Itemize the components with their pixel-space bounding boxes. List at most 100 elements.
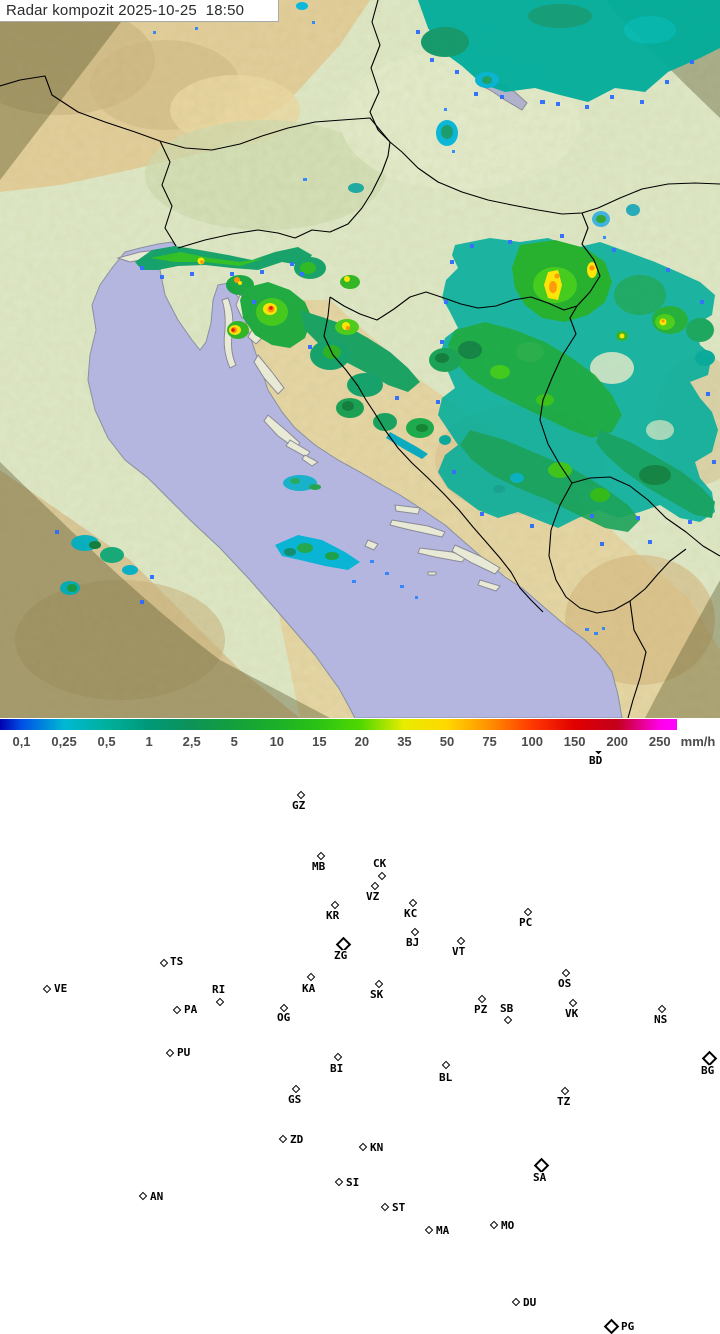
station-diamond-icon bbox=[316, 851, 326, 861]
station-label: KA bbox=[302, 982, 316, 995]
station-label: BG bbox=[701, 1064, 715, 1077]
station-label: KR bbox=[326, 909, 340, 922]
station-diamond-icon bbox=[278, 1134, 288, 1144]
station-diamond-icon bbox=[561, 968, 571, 978]
station-diamond-icon bbox=[441, 1060, 451, 1070]
islands bbox=[116, 249, 501, 592]
station-diamond-icon bbox=[215, 997, 225, 1007]
station-label: AN bbox=[150, 1190, 164, 1203]
station-diamond-icon bbox=[334, 1177, 344, 1187]
legend-value: 100 bbox=[521, 734, 543, 749]
legend-unit: mm/h bbox=[680, 734, 716, 749]
station-label: VE bbox=[54, 982, 68, 995]
legend-value: 250 bbox=[648, 734, 671, 749]
station-label: CK bbox=[373, 857, 387, 870]
adriatic-sea bbox=[87, 241, 623, 718]
station-label: MB bbox=[312, 860, 326, 873]
station-diamond-icon bbox=[335, 936, 352, 953]
station-diamond-icon bbox=[568, 998, 578, 1008]
station-label: SK bbox=[370, 988, 384, 1001]
station-label: BL bbox=[439, 1071, 453, 1084]
legend-value: 150 bbox=[563, 734, 586, 749]
station-label: VT bbox=[452, 945, 466, 958]
station-label: PA bbox=[184, 1003, 198, 1016]
legend-value: 0,1 bbox=[12, 734, 31, 749]
legend-value: 50 bbox=[439, 734, 455, 749]
station-label: PU bbox=[177, 1046, 191, 1059]
station-diamond-icon bbox=[456, 936, 466, 946]
legend-value: 0,25 bbox=[51, 734, 77, 749]
legend-value: 0,5 bbox=[97, 734, 116, 749]
station-label: TZ bbox=[557, 1095, 571, 1108]
station-diamond-icon bbox=[533, 1157, 550, 1174]
station-label: KN bbox=[370, 1141, 384, 1154]
station-label: DU bbox=[523, 1296, 537, 1309]
legend-value: 75 bbox=[482, 734, 497, 749]
station-diamond-icon bbox=[523, 907, 533, 917]
station-label: TS bbox=[170, 955, 184, 968]
station-label: VZ bbox=[366, 890, 380, 903]
station-label: OS bbox=[558, 977, 572, 990]
station-diamond-icon bbox=[374, 979, 384, 989]
station-diamond-icon bbox=[370, 881, 380, 891]
station-diamond-icon bbox=[333, 1052, 343, 1062]
station-label: VK bbox=[565, 1007, 579, 1020]
legend-value: 15 bbox=[312, 734, 327, 749]
station-label: PZ bbox=[474, 1003, 488, 1016]
station-label: MO bbox=[501, 1219, 515, 1232]
legend-gradient-bar bbox=[0, 719, 677, 730]
station-diamond-icon bbox=[408, 898, 418, 908]
station-diamond-icon bbox=[330, 900, 340, 910]
station-label: OG bbox=[277, 1011, 291, 1024]
legend-value: 35 bbox=[397, 734, 412, 749]
station-diamond-icon bbox=[477, 994, 487, 1004]
station-label: PG bbox=[621, 1320, 635, 1333]
station-label: NS bbox=[654, 1013, 668, 1026]
legend-value: 5 bbox=[230, 734, 238, 749]
station-diamond-icon bbox=[503, 1015, 513, 1025]
station-diamond-icon bbox=[511, 1297, 521, 1307]
station-diamond-icon bbox=[410, 927, 420, 937]
station-label: BD bbox=[589, 754, 603, 767]
station-label: MA bbox=[436, 1224, 450, 1237]
station-diamond-icon bbox=[42, 984, 52, 994]
station-diamond-icon bbox=[560, 1086, 570, 1096]
country-borders bbox=[0, 0, 720, 718]
legend-value: 2,5 bbox=[182, 734, 201, 749]
station-diamond-icon bbox=[138, 1191, 148, 1201]
legend-value: 10 bbox=[269, 734, 285, 749]
legend-value: 1 bbox=[145, 734, 153, 749]
station-diamond-icon bbox=[159, 958, 169, 968]
station-diamond-icon bbox=[603, 1318, 620, 1334]
station-label: SI bbox=[346, 1176, 360, 1189]
station-diamond-icon bbox=[296, 790, 306, 800]
station-diamond-icon bbox=[306, 972, 316, 982]
station-diamond-icon bbox=[424, 1225, 434, 1235]
station-diamond-icon bbox=[172, 1005, 182, 1015]
station-label: BI bbox=[330, 1062, 344, 1075]
station-label: PC bbox=[519, 916, 533, 929]
legend-value: 20 bbox=[354, 734, 370, 749]
station-diamond-icon bbox=[291, 1084, 301, 1094]
station-diamond-icon bbox=[377, 871, 387, 881]
station-label: RI bbox=[212, 983, 226, 996]
station-label: SB bbox=[500, 1002, 514, 1015]
station-diamond-icon bbox=[380, 1202, 390, 1212]
station-label: BJ bbox=[406, 936, 420, 949]
station-label: GS bbox=[288, 1093, 302, 1106]
map-title: Radar kompozit 2025-10-25 18:50 bbox=[0, 0, 279, 22]
station-label: GZ bbox=[292, 799, 306, 812]
station-diamond-icon bbox=[701, 1050, 718, 1067]
station-label: ZG bbox=[334, 949, 348, 962]
station-label: KC bbox=[404, 907, 418, 920]
station-diamond-icon bbox=[489, 1220, 499, 1230]
radar-map-canvas bbox=[0, 0, 720, 718]
station-diamond-icon bbox=[165, 1048, 175, 1058]
station-label: ST bbox=[392, 1201, 406, 1214]
station-label: SA bbox=[533, 1171, 547, 1184]
legend-value: 200 bbox=[606, 734, 629, 749]
station-diamond-icon bbox=[657, 1004, 667, 1014]
station-diamond-icon bbox=[279, 1003, 289, 1013]
